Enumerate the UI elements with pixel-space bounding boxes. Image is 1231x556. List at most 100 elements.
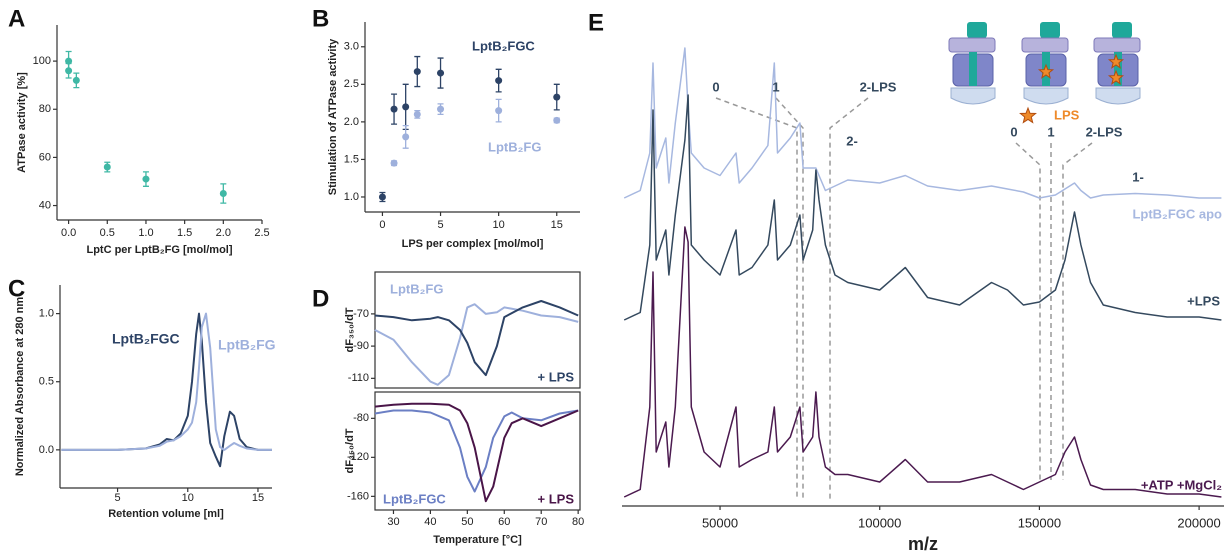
guide-line [775, 97, 804, 500]
shape [1093, 37, 1141, 53]
trace [374, 300, 579, 377]
shape [969, 52, 977, 86]
annotation: 0 [1010, 124, 1017, 139]
y-tick-label: -160 [347, 490, 369, 502]
y-tick-label: 1.0 [39, 308, 54, 320]
series-label: LptB₂FG [390, 281, 443, 296]
annotation: 1 [1047, 124, 1054, 139]
point [142, 175, 150, 183]
y-tick-label: -120 [347, 451, 369, 463]
panel-label: D [312, 285, 329, 312]
lps-star [1037, 63, 1055, 79]
x-axis-label: m/z [908, 534, 938, 554]
series-label: +ATP +MgCl₂ [1141, 477, 1222, 492]
spectrum-trace [623, 47, 1222, 199]
annotation: 2-LPS [860, 79, 897, 94]
point [437, 105, 445, 113]
x-tick-label: 50 [461, 516, 473, 528]
plot-frame [374, 391, 581, 511]
annotation: 2- [846, 133, 858, 148]
x-tick-label: 10 [493, 219, 505, 231]
shape [950, 87, 996, 105]
y-tick-label: -70 [353, 308, 369, 320]
annotation: 1 [772, 79, 779, 94]
point [72, 76, 80, 84]
y-tick-label: 100 [33, 55, 51, 67]
shape [1114, 52, 1122, 86]
y-tick-label: 2.5 [344, 78, 359, 90]
x-tick-label: 0.0 [61, 227, 76, 239]
series-label: LptB₂FG [488, 139, 541, 154]
series-label: LptB₂FGC [383, 491, 446, 506]
y-axis-label: dF₃₅₀/dT [344, 307, 356, 352]
y-tick-label: -90 [353, 340, 369, 352]
point [402, 133, 410, 141]
annotation: 1- [1132, 169, 1144, 184]
y-tick-label: -80 [353, 412, 369, 424]
point [65, 67, 73, 75]
trace [61, 312, 272, 468]
lps-star [1107, 53, 1125, 69]
guide-line [1015, 142, 1041, 480]
x-tick-label: 70 [535, 516, 547, 528]
x-tick-label: 60 [498, 516, 510, 528]
y-tick-label: -110 [348, 372, 369, 384]
trace [61, 312, 272, 451]
annotation: LPS [1054, 107, 1080, 122]
x-tick-label: 10 [182, 492, 194, 504]
shape [948, 37, 996, 53]
point [437, 69, 445, 77]
series-label: LptB₂FGC apo [1132, 206, 1222, 221]
guide-line [1062, 142, 1093, 480]
point [65, 57, 73, 65]
point [390, 105, 398, 113]
cartoon-apo [948, 22, 996, 105]
y-tick-label: 2.0 [344, 116, 359, 128]
shape [1112, 22, 1132, 38]
spectrum-trace [623, 226, 1222, 498]
y-tick-label: 80 [39, 103, 51, 115]
x-tick-label: 30 [387, 516, 399, 528]
trace [374, 402, 579, 503]
panel-label: A [8, 5, 25, 32]
x-tick-label: 1.0 [138, 227, 153, 239]
guide-line [829, 97, 869, 500]
shape [1095, 87, 1141, 105]
shape [967, 22, 987, 38]
point [378, 193, 386, 201]
cartoon-two-lps [1093, 22, 1141, 105]
point [553, 93, 561, 101]
panel-label: E [588, 9, 604, 36]
series-label: LptB₂FG [218, 337, 276, 353]
x-tick-label: 40 [424, 516, 436, 528]
x-axis-label: LPS per complex [mol/mol] [402, 238, 544, 250]
y-axis-label: dF₃₅₀/dT [344, 428, 356, 473]
cartoons [948, 22, 1141, 124]
panel-label: C [8, 275, 25, 302]
y-tick-label: 40 [39, 199, 51, 211]
x-tick-label: 5 [115, 492, 121, 504]
guide-line [715, 97, 798, 500]
legend-star [1019, 106, 1037, 124]
series-label: LptB₂FGC [472, 38, 535, 53]
series-label: +LPS [1187, 293, 1220, 308]
x-tick-label: 80 [572, 516, 584, 528]
point [495, 107, 503, 115]
x-tick-label: 2.5 [254, 227, 269, 239]
shape [1040, 22, 1060, 38]
x-tick-label: 15 [551, 219, 563, 231]
y-tick-label: 3.0 [344, 41, 359, 53]
shape [1021, 37, 1069, 53]
charge-guides [715, 97, 1093, 500]
x-tick-label: 0.5 [100, 227, 115, 239]
x-tick-label: 15 [252, 492, 264, 504]
y-axis-label: Stimulation of ATPase activity [327, 38, 339, 195]
point [219, 190, 227, 198]
spectrum-trace [623, 94, 1222, 321]
point [402, 103, 410, 111]
lps-star [1107, 69, 1125, 85]
y-axis-label: ATPase activity [%] [16, 72, 28, 173]
x-tick-label: 50000 [702, 515, 738, 530]
